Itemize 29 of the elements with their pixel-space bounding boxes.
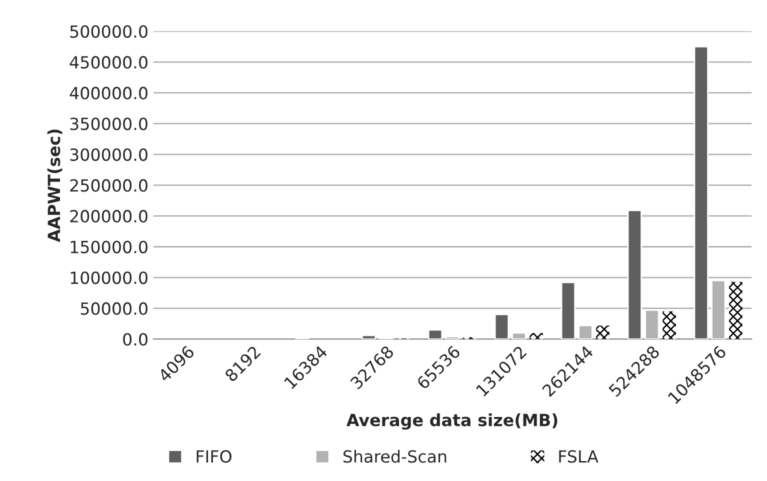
bar	[729, 282, 742, 340]
bar	[560, 282, 576, 340]
bar	[494, 314, 510, 340]
bar	[512, 332, 526, 340]
y-tick-label: 400000.0	[70, 86, 148, 100]
y-tick-label: 250000.0	[70, 179, 148, 192]
bar	[578, 324, 593, 340]
y-tick-label: 350000.0	[70, 118, 148, 130]
bar	[662, 311, 676, 340]
y-tick-label: 500000.0	[70, 25, 148, 38]
y-tick-label: 50000.0	[80, 302, 148, 315]
bar	[627, 210, 642, 340]
bar	[694, 46, 708, 340]
legend-label: Shared-Scan	[343, 450, 446, 463]
x-axis-title: Average data size(MB)	[346, 413, 558, 430]
y-tick-label: 0.0	[123, 333, 148, 346]
bar	[596, 326, 610, 340]
y-tick-label: 150000.0	[70, 240, 148, 254]
bar	[428, 329, 443, 340]
legend-label: FIFO	[196, 450, 232, 463]
bar	[361, 334, 376, 340]
y-axis-title: AAPWT(sec)	[47, 130, 62, 242]
y-tick-label: 100000.0	[70, 272, 148, 284]
legend-label: FSLA	[559, 450, 598, 463]
y-tick-label: 450000.0	[70, 56, 148, 69]
bar	[530, 332, 543, 340]
y-tick-label: 200000.0	[70, 210, 148, 223]
bar	[445, 336, 460, 340]
y-tick-label: 300000.0	[70, 148, 148, 161]
